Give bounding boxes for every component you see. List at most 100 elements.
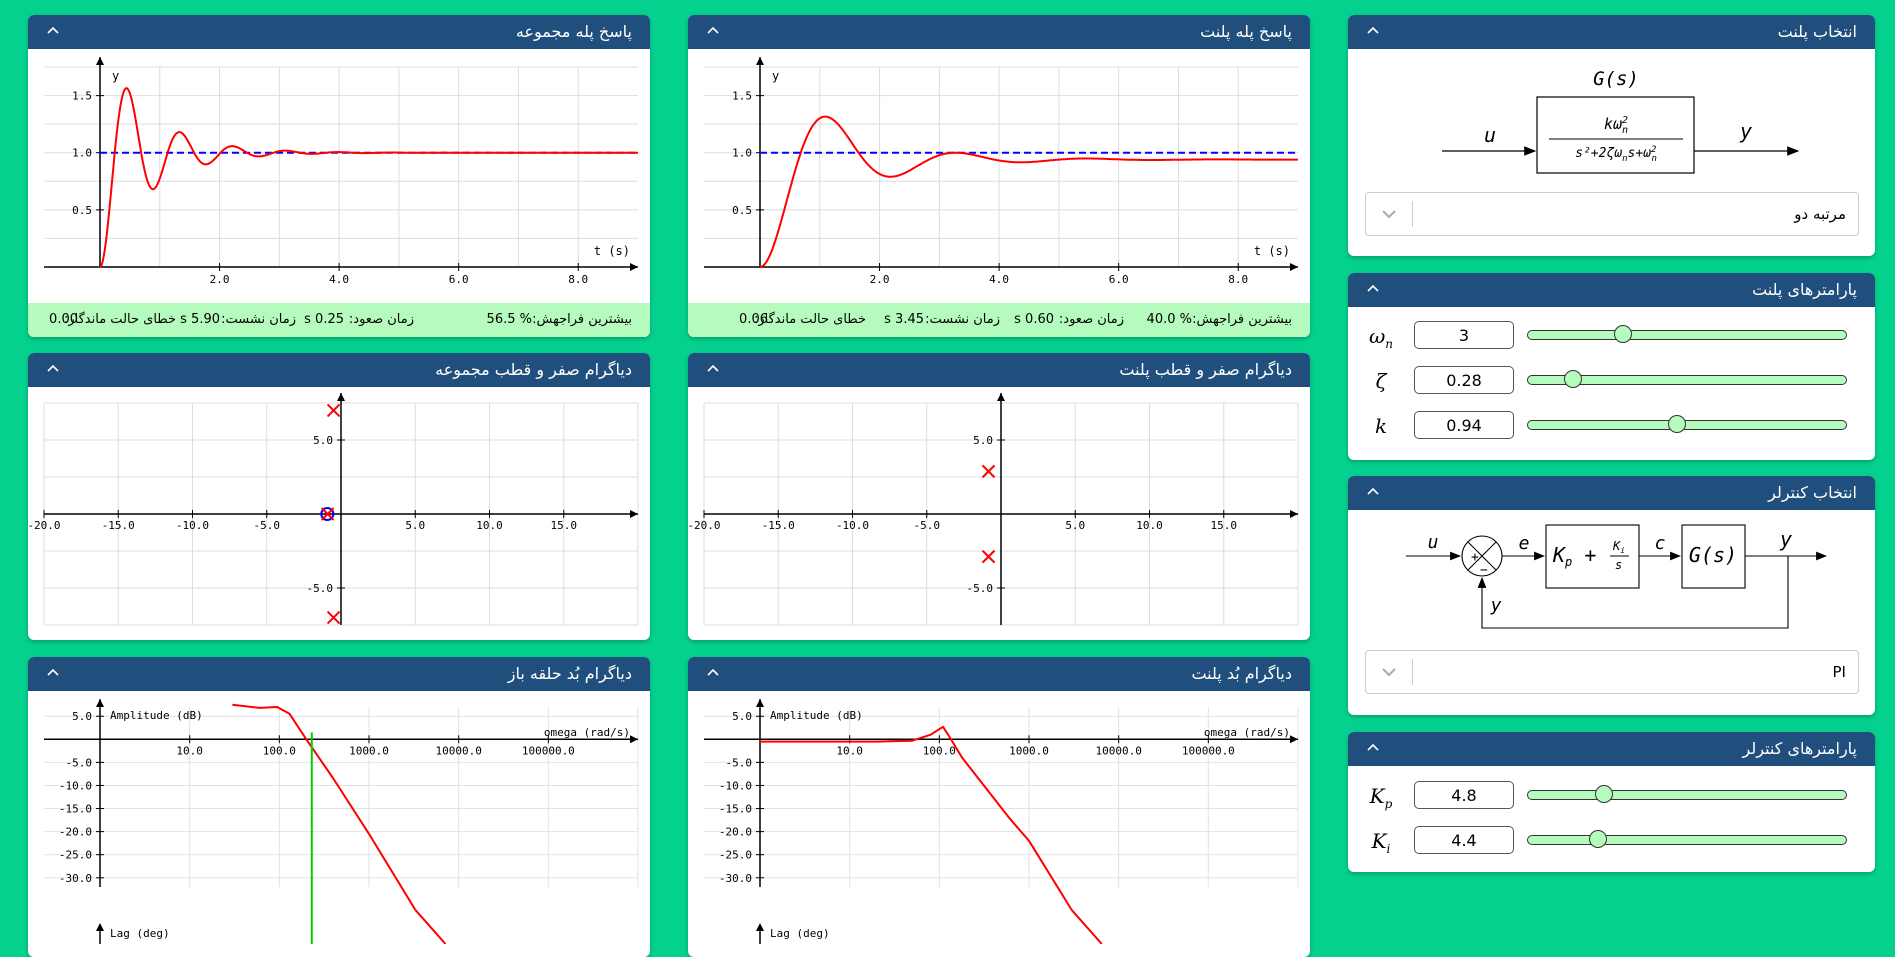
ki-slider[interactable] bbox=[1527, 830, 1847, 848]
y-tick-label: -25.0 bbox=[719, 849, 752, 862]
svg-text:s²+2ζωns+ω2n: s²+2ζωns+ω2 n bbox=[1575, 145, 1657, 164]
zeta-slider[interactable] bbox=[1527, 370, 1847, 388]
y-tick-label: -20.0 bbox=[59, 826, 92, 839]
omega-n-symbol: ωn bbox=[1368, 324, 1394, 351]
param-row-kp: Kp bbox=[1348, 781, 1875, 811]
x-tick-label: 8.0 bbox=[1228, 273, 1248, 286]
x-tick-label: -5.0 bbox=[914, 519, 941, 532]
x-tick-label: 1000.0 bbox=[349, 744, 389, 757]
summing-junction-icon: + − bbox=[1461, 535, 1503, 578]
y-tick-label: -5.0 bbox=[307, 582, 334, 595]
ss-error-label: خطای حالت ماندگار: bbox=[64, 312, 176, 327]
slider-thumb[interactable] bbox=[1588, 830, 1607, 848]
magnitude-curve-tail bbox=[414, 909, 447, 944]
y-axis-title: Amplitude (dB) bbox=[770, 709, 863, 722]
svg-text:s: s bbox=[1615, 558, 1622, 572]
collapse-chevron-icon[interactable] bbox=[706, 353, 720, 387]
y-tick-label: -30.0 bbox=[59, 872, 92, 885]
zeta-symbol: ζ bbox=[1375, 369, 1387, 393]
closed-pz-title: دیاگرام صفر و قطب مجموعه bbox=[435, 360, 632, 379]
y-tick-label: -5.0 bbox=[66, 756, 93, 769]
svg-text:Ki: Ki bbox=[1612, 539, 1625, 555]
pole-marker bbox=[326, 403, 341, 418]
chevron-down-icon bbox=[1380, 206, 1398, 225]
collapse-chevron-icon[interactable] bbox=[1366, 273, 1380, 307]
settling-time-label: زمان نشست: bbox=[925, 312, 1000, 327]
collapse-chevron-icon[interactable] bbox=[1366, 732, 1380, 766]
collapse-chevron-icon[interactable] bbox=[1366, 476, 1380, 510]
plant-step-panel: پاسخ پله پلنت 2.0 4.0 6.0 8.0 0.5 1.0 1.5 t (s)… bbox=[688, 15, 1310, 337]
output-label: y bbox=[1739, 119, 1752, 143]
y-axis-title: Amplitude (dB) bbox=[110, 709, 203, 722]
x-tick-label: 10.0 bbox=[476, 519, 503, 532]
plant-bode-chart: 10.0 100.0 1000.0 10000.0 100000.0 5.0 -5.0 -10… bbox=[704, 699, 1299, 944]
settling-time-value: 5.90 s bbox=[180, 312, 220, 327]
y-tick-label: 1.5 bbox=[732, 90, 752, 103]
y-tick-label: -15.0 bbox=[719, 803, 752, 816]
omega-n-input[interactable] bbox=[1414, 321, 1514, 349]
pole-marker bbox=[320, 507, 335, 521]
y-axis-title: y bbox=[112, 69, 119, 83]
collapse-chevron-icon[interactable] bbox=[46, 657, 60, 691]
ki-input[interactable] bbox=[1414, 826, 1514, 854]
imag-axis-arrow bbox=[337, 393, 345, 401]
gain-k-input[interactable] bbox=[1414, 411, 1514, 439]
plant-params-header: پارامترهای پلنت bbox=[1348, 273, 1875, 307]
closed-pz-panel: دیاگرام صفر و قطب مجموعه -20.0 -15.0 -10.0… bbox=[28, 353, 650, 640]
plant-type-select[interactable]: مرتبه دو bbox=[1365, 192, 1859, 236]
collapse-chevron-icon[interactable] bbox=[46, 353, 60, 387]
closed-step-stats: بیشترین فراجهش: % 56.5 زمان صعود: 0.25 s… bbox=[28, 303, 650, 337]
x-tick-label: 2.0 bbox=[210, 273, 230, 286]
y-tick-label: 5.0 bbox=[732, 710, 752, 723]
y-tick-label: -5.0 bbox=[726, 756, 753, 769]
gain-k-slider[interactable] bbox=[1527, 415, 1847, 433]
freq-axis-arrow bbox=[630, 735, 638, 744]
controller-type-select[interactable]: PI bbox=[1365, 650, 1859, 694]
collapse-chevron-icon[interactable] bbox=[46, 15, 60, 49]
slider-thumb[interactable] bbox=[1614, 325, 1633, 343]
slider-thumb[interactable] bbox=[1563, 370, 1582, 388]
x-tick-label: 10.0 bbox=[176, 744, 203, 757]
y-tick-label: -10.0 bbox=[719, 779, 752, 792]
open-bode-panel: دیاگرام بُد حلقه باز 10.0 100.0 1000.0 1000… bbox=[28, 657, 650, 957]
u-label: u bbox=[1428, 532, 1439, 553]
plant-type-value: مرتبه دو bbox=[1794, 205, 1846, 223]
dropdown-separator bbox=[1412, 659, 1413, 685]
kp-slider[interactable] bbox=[1527, 785, 1847, 803]
omega-n-slider[interactable] bbox=[1527, 325, 1847, 343]
magnitude-curve bbox=[760, 725, 1073, 911]
freq-axis-arrow bbox=[1290, 735, 1298, 744]
amplitude-axis-arrow bbox=[96, 699, 104, 707]
controller-select-header: انتخاب کنترلر bbox=[1348, 476, 1875, 510]
svg-text:+: + bbox=[1471, 550, 1479, 565]
param-row-ki: Ki bbox=[1348, 826, 1875, 856]
kp-input[interactable] bbox=[1414, 781, 1514, 809]
collapse-chevron-icon[interactable] bbox=[706, 15, 720, 49]
y-tick-label: 5.0 bbox=[72, 710, 92, 723]
plant-title-label: G(s) bbox=[1593, 68, 1639, 90]
y-tick-label: -15.0 bbox=[59, 803, 92, 816]
slider-thumb[interactable] bbox=[1595, 785, 1614, 803]
phase-axis-arrow bbox=[96, 923, 104, 931]
open-bode-header: دیاگرام بُد حلقه باز bbox=[28, 657, 650, 691]
step-response-line bbox=[99, 87, 638, 268]
plant-pz-panel: دیاگرام صفر و قطب پلنت -20.0 -15.0 -10.0 -5… bbox=[688, 353, 1310, 640]
phase-axis-title: Lag (deg) bbox=[770, 927, 830, 940]
plant-select-title: انتخاب پلنت bbox=[1777, 22, 1857, 41]
feedback-path bbox=[1477, 556, 1789, 629]
param-row-omega: ωn bbox=[1348, 321, 1875, 351]
plant-params-title: پارامترهای پلنت bbox=[1752, 280, 1857, 299]
c-label: c bbox=[1655, 533, 1666, 554]
x-tick-label: -10.0 bbox=[836, 519, 869, 532]
plant-bode-title: دیاگرام بُد پلنت bbox=[1191, 664, 1292, 683]
overshoot-label: بیشترین فراجهش: bbox=[532, 312, 632, 327]
x-tick-label: 100000.0 bbox=[522, 744, 575, 757]
x-axis-title: omega (rad/s) bbox=[544, 726, 630, 739]
y-tick-label: 0.5 bbox=[72, 204, 92, 217]
zeta-input[interactable] bbox=[1414, 366, 1514, 394]
collapse-chevron-icon[interactable] bbox=[1366, 15, 1380, 49]
plant-step-header: پاسخ پله پلنت bbox=[688, 15, 1310, 49]
slider-thumb[interactable] bbox=[1668, 415, 1687, 433]
zero-marker bbox=[320, 507, 335, 521]
collapse-chevron-icon[interactable] bbox=[706, 657, 720, 691]
